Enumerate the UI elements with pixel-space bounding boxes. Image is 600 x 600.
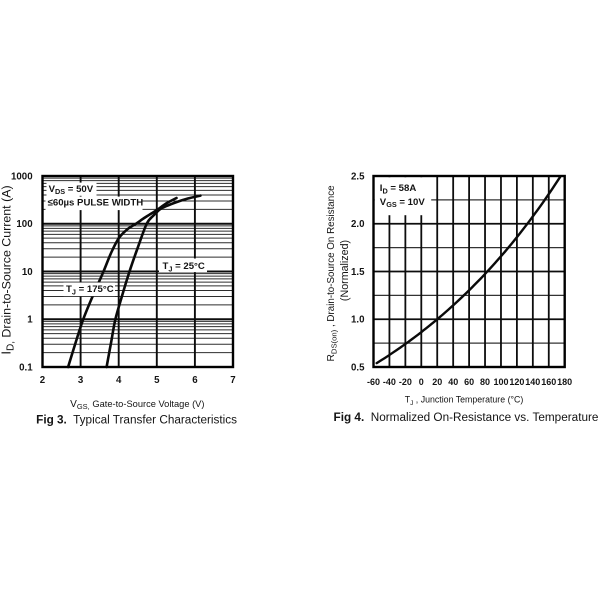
svg-text:60: 60 xyxy=(464,377,474,387)
svg-text:-40: -40 xyxy=(383,377,396,387)
svg-text:140: 140 xyxy=(525,377,540,387)
svg-text:6: 6 xyxy=(192,375,198,386)
svg-text:7: 7 xyxy=(230,375,235,386)
svg-text:100: 100 xyxy=(16,219,32,230)
svg-text:-60: -60 xyxy=(367,377,380,387)
svg-text:5: 5 xyxy=(154,375,160,386)
svg-text:1.0: 1.0 xyxy=(351,315,364,326)
svg-text:(Normalized): (Normalized) xyxy=(339,240,351,301)
svg-text:0.5: 0.5 xyxy=(351,362,365,373)
svg-text:RDS(on) , Drain-to-Source On R: RDS(on) , Drain-to-Source On Resistance xyxy=(326,185,338,362)
svg-text:1: 1 xyxy=(27,315,33,326)
svg-text:TJ = 25°C: TJ = 25°C xyxy=(163,261,205,273)
svg-text:1.5: 1.5 xyxy=(351,267,365,278)
svg-text:80: 80 xyxy=(480,377,490,387)
svg-text:ID = 58A: ID = 58A xyxy=(380,183,417,195)
svg-text:1000: 1000 xyxy=(11,171,33,182)
svg-text:VGS, Gate-to-Source Voltage (V: VGS, Gate-to-Source Voltage (V) xyxy=(70,399,204,411)
svg-text:100: 100 xyxy=(493,377,508,387)
svg-text:2: 2 xyxy=(40,375,45,386)
svg-text:2.5: 2.5 xyxy=(351,171,365,182)
svg-text:ID, Drain-to-Source Current (: ID, Drain-to-Source Current (A) xyxy=(0,185,16,354)
svg-text:≤60µs PULSE WIDTH: ≤60µs PULSE WIDTH xyxy=(48,197,144,208)
svg-text:TJ , Junction Temperature (°C): TJ , Junction Temperature (°C) xyxy=(405,395,524,407)
svg-text:Fig 3. Typical Transfer Chara: Fig 3. Typical Transfer Characteristics xyxy=(36,414,237,427)
svg-text:20: 20 xyxy=(432,377,442,387)
svg-text:VGS = 10V: VGS = 10V xyxy=(380,197,426,209)
svg-text:Fig 4. Normalized On-Resistan: Fig 4. Normalized On-Resistance vs. Temp… xyxy=(334,411,599,424)
svg-text:2.0: 2.0 xyxy=(351,219,364,230)
svg-text:3: 3 xyxy=(78,375,84,386)
svg-text:120: 120 xyxy=(509,377,524,387)
svg-text:4: 4 xyxy=(116,375,122,386)
svg-text:TJ = 175°C: TJ = 175°C xyxy=(66,284,114,296)
svg-text:180: 180 xyxy=(557,377,572,387)
svg-text:10: 10 xyxy=(22,267,33,278)
svg-text:0: 0 xyxy=(419,377,424,387)
svg-text:160: 160 xyxy=(541,377,556,387)
svg-text:-20: -20 xyxy=(399,377,412,387)
svg-text:40: 40 xyxy=(448,377,458,387)
svg-text:0.1: 0.1 xyxy=(19,362,33,373)
svg-text:VDS = 50V: VDS = 50V xyxy=(49,184,94,196)
